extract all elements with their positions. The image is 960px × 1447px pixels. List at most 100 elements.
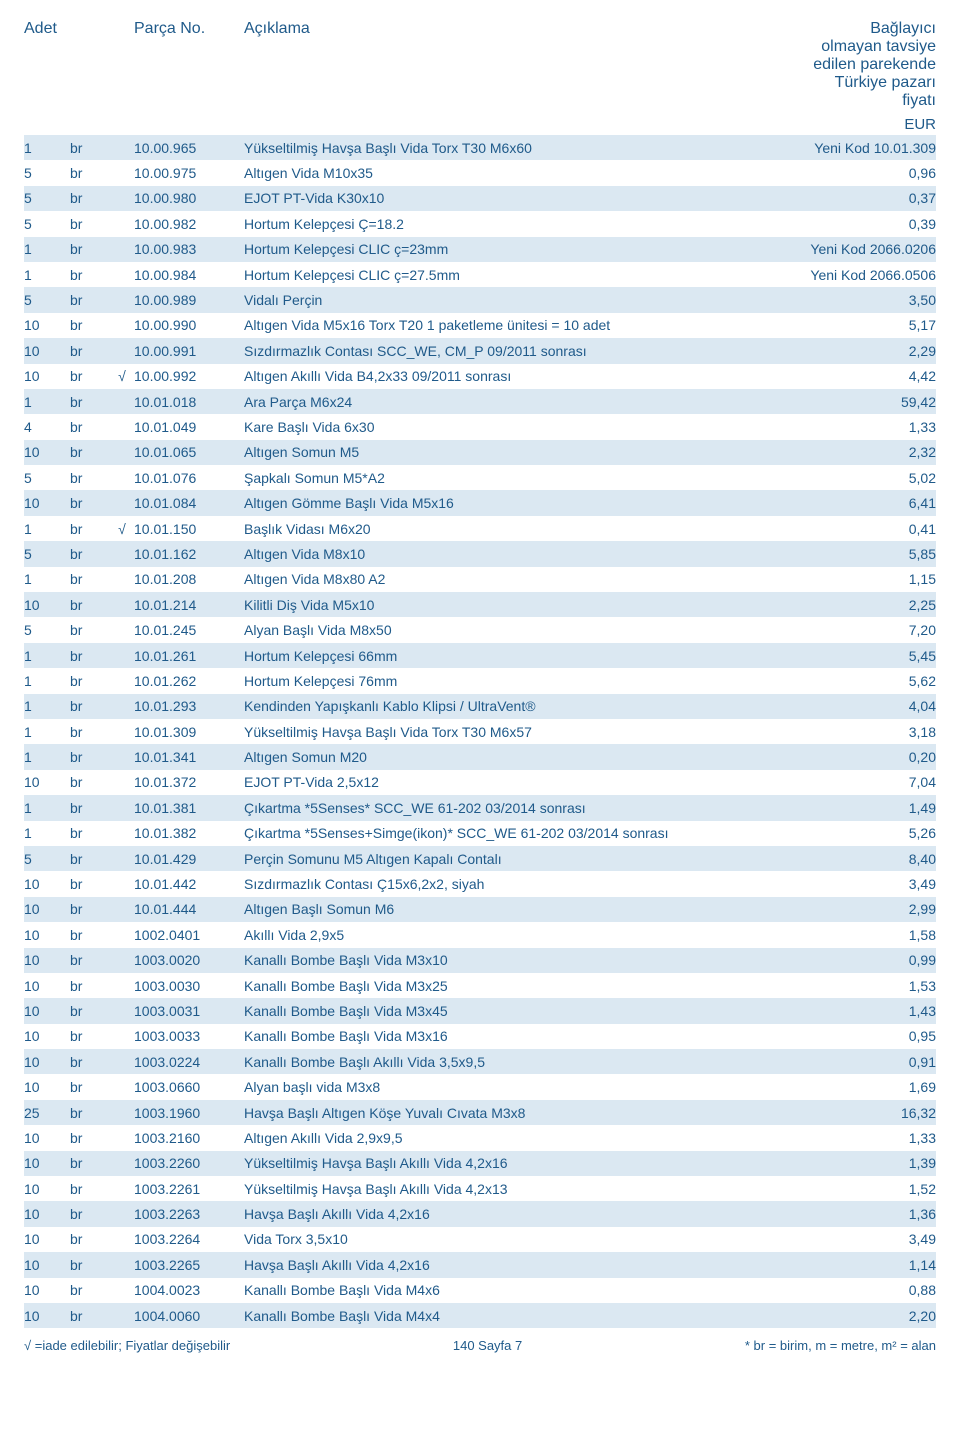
- table-row: 10br1003.2160Altıgen Akıllı Vida 2,9x9,5…: [24, 1125, 936, 1150]
- table-row: 10br10.00.991Sızdırmazlık Contası SCC_WE…: [24, 338, 936, 363]
- desc-cell: Alyan Başlı Vida M8x50: [244, 622, 806, 638]
- desc-cell: Altıgen Başlı Somun M6: [244, 901, 806, 917]
- part-cell: 10.00.984: [134, 267, 244, 283]
- unit-cell: br: [70, 521, 110, 537]
- unit-cell: br: [70, 571, 110, 587]
- price-cell: 0,41: [806, 521, 936, 537]
- unit-cell: br: [70, 343, 110, 359]
- qty-cell: 10: [24, 317, 70, 333]
- price-cell: 3,18: [806, 724, 936, 740]
- table-row: 1br10.01.208Altıgen Vida M8x80 A21,15: [24, 567, 936, 592]
- unit-cell: br: [70, 1231, 110, 1247]
- part-cell: 10.01.372: [134, 774, 244, 790]
- price-cell: 6,41: [806, 495, 936, 511]
- table-row: 10br1003.2260Yükseltilmiş Havşa Başlı Ak…: [24, 1151, 936, 1176]
- table-row: 1br10.01.381Çıkartma *5Senses* SCC_WE 61…: [24, 795, 936, 820]
- price-cell: 2,32: [806, 444, 936, 460]
- price-cell: 1,49: [806, 800, 936, 816]
- qty-cell: 1: [24, 394, 70, 410]
- price-cell: 3,50: [806, 292, 936, 308]
- unit-cell: br: [70, 978, 110, 994]
- desc-cell: Altıgen Vida M10x35: [244, 165, 806, 181]
- unit-cell: br: [70, 876, 110, 892]
- unit-cell: br: [70, 622, 110, 638]
- qty-cell: 5: [24, 851, 70, 867]
- desc-cell: Altıgen Gömme Başlı Vida M5x16: [244, 495, 806, 511]
- qty-cell: 10: [24, 597, 70, 613]
- qty-cell: 1: [24, 673, 70, 689]
- qty-cell: 1: [24, 571, 70, 587]
- table-row: 10br10.01.065Altıgen Somun M52,32: [24, 440, 936, 465]
- qty-cell: 4: [24, 419, 70, 435]
- unit-cell: br: [70, 901, 110, 917]
- qty-cell: 1: [24, 724, 70, 740]
- desc-cell: Kendinden Yapışkanlı Kablo Klipsi / Ultr…: [244, 698, 806, 714]
- part-cell: 10.01.214: [134, 597, 244, 613]
- qty-cell: 1: [24, 749, 70, 765]
- desc-cell: Çıkartma *5Senses+Simge(ikon)* SCC_WE 61…: [244, 825, 806, 841]
- table-row: 10br1003.0031Kanallı Bombe Başlı Vida M3…: [24, 998, 936, 1023]
- part-cell: 1003.1960: [134, 1105, 244, 1121]
- table-row: 5br10.00.975Altıgen Vida M10x350,96: [24, 160, 936, 185]
- price-cell: 8,40: [806, 851, 936, 867]
- unit-cell: br: [70, 673, 110, 689]
- part-cell: 10.01.293: [134, 698, 244, 714]
- qty-cell: 1: [24, 825, 70, 841]
- header-unit: [70, 20, 110, 110]
- table-header: Adet Parça No. Açıklama Bağlayıcı olmaya…: [24, 20, 936, 110]
- part-cell: 10.01.261: [134, 648, 244, 664]
- table-row: 10br1003.2264Vida Torx 3,5x103,49: [24, 1227, 936, 1252]
- page-footer: √ =iade edilebilir; Fiyatlar değişebilir…: [24, 1338, 936, 1353]
- price-table: 1br10.00.965Yükseltilmiş Havşa Başlı Vid…: [24, 135, 936, 1328]
- desc-cell: Sızdırmazlık Contası SCC_WE, CM_P 09/201…: [244, 343, 806, 359]
- price-cell: 0,37: [806, 190, 936, 206]
- desc-cell: Altıgen Vida M8x10: [244, 546, 806, 562]
- price-cell: 1,15: [806, 571, 936, 587]
- part-cell: 1003.0224: [134, 1054, 244, 1070]
- desc-cell: Altıgen Somun M20: [244, 749, 806, 765]
- footer-left: √ =iade edilebilir; Fiyatlar değişebilir: [24, 1338, 230, 1353]
- price-cell: 0,96: [806, 165, 936, 181]
- qty-cell: 10: [24, 774, 70, 790]
- table-row: 10br1003.0660Alyan başlı vida M3x81,69: [24, 1074, 936, 1099]
- part-cell: 1003.0031: [134, 1003, 244, 1019]
- unit-cell: br: [70, 800, 110, 816]
- unit-cell: br: [70, 749, 110, 765]
- qty-cell: 10: [24, 1003, 70, 1019]
- part-cell: 1003.2263: [134, 1206, 244, 1222]
- unit-cell: br: [70, 292, 110, 308]
- price-cell: 7,20: [806, 622, 936, 638]
- qty-cell: 1: [24, 648, 70, 664]
- unit-cell: br: [70, 1206, 110, 1222]
- price-cell: 2,20: [806, 1308, 936, 1324]
- qty-cell: 5: [24, 292, 70, 308]
- unit-cell: br: [70, 546, 110, 562]
- price-cell: 3,49: [806, 876, 936, 892]
- desc-cell: Kanallı Bombe Başlı Vida M3x45: [244, 1003, 806, 1019]
- price-cell: 5,02: [806, 470, 936, 486]
- qty-cell: 10: [24, 1130, 70, 1146]
- part-cell: 1004.0023: [134, 1282, 244, 1298]
- price-cell: 1,36: [806, 1206, 936, 1222]
- price-cell: 1,43: [806, 1003, 936, 1019]
- desc-cell: EJOT PT-Vida K30x10: [244, 190, 806, 206]
- unit-cell: br: [70, 1105, 110, 1121]
- qty-cell: 10: [24, 1308, 70, 1324]
- part-cell: 10.01.262: [134, 673, 244, 689]
- currency-label: EUR: [806, 116, 936, 133]
- qty-cell: 10: [24, 1181, 70, 1197]
- unit-cell: br: [70, 419, 110, 435]
- part-cell: 10.01.018: [134, 394, 244, 410]
- price-cell: 4,42: [806, 368, 936, 384]
- desc-cell: Kanallı Bombe Başlı Vida M4x6: [244, 1282, 806, 1298]
- desc-cell: Başlık Vidası M6x20: [244, 521, 806, 537]
- table-row: 1br10.01.382Çıkartma *5Senses+Simge(ikon…: [24, 821, 936, 846]
- desc-cell: Kanallı Bombe Başlı Vida M3x10: [244, 952, 806, 968]
- desc-cell: Alyan başlı vida M3x8: [244, 1079, 806, 1095]
- part-cell: 10.01.150: [134, 521, 244, 537]
- part-cell: 10.01.429: [134, 851, 244, 867]
- part-cell: 10.00.992: [134, 368, 244, 384]
- footer-right: * br = birim, m = metre, m² = alan: [745, 1338, 936, 1353]
- table-row: 5br10.00.989Vidalı Perçin3,50: [24, 287, 936, 312]
- table-row: 1br10.00.965Yükseltilmiş Havşa Başlı Vid…: [24, 135, 936, 160]
